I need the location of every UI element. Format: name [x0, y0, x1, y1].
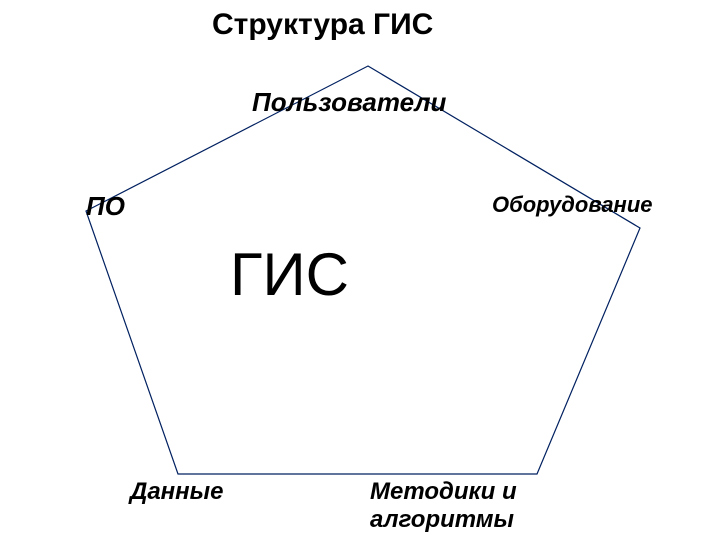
label-software: ПО	[86, 192, 146, 222]
pentagon-polygon	[86, 66, 640, 474]
label-data: Данные	[130, 478, 250, 506]
center-label: ГИС	[230, 240, 349, 309]
label-hardware: Оборудование	[492, 192, 662, 217]
pentagon-shape	[0, 0, 720, 540]
label-users: Пользователи	[252, 88, 462, 118]
diagram-canvas: Структура ГИС ГИС Пользователи ПО Оборуд…	[0, 0, 720, 540]
label-methods: Методики и алгоритмы	[370, 478, 590, 533]
